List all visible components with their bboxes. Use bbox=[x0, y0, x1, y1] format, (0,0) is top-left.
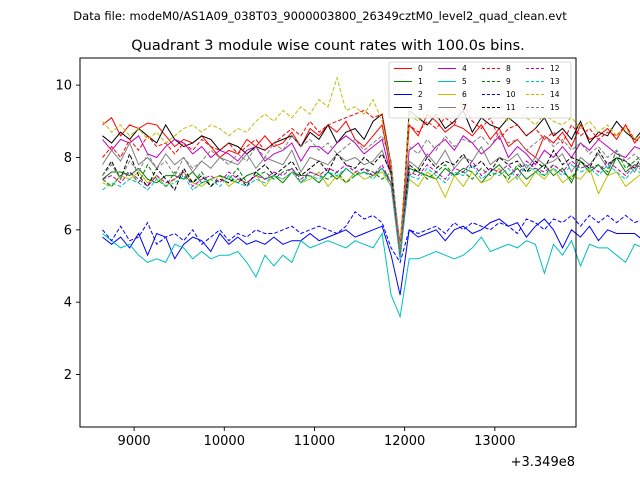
series-line-13 bbox=[102, 163, 640, 259]
x-tick-label: 9000 bbox=[118, 434, 151, 449]
series-line-7 bbox=[102, 141, 640, 252]
legend-label-7: 7 bbox=[462, 103, 467, 112]
legend-label-0: 0 bbox=[418, 64, 423, 73]
y-tick-label: 10 bbox=[55, 79, 72, 94]
legend-label-13: 13 bbox=[550, 77, 560, 86]
x-axis: 9000 10000 11000 12000 13000 bbox=[118, 427, 516, 449]
legend-label-5: 5 bbox=[462, 77, 467, 86]
legend-label-15: 15 bbox=[550, 103, 560, 112]
legend-label-2: 2 bbox=[418, 90, 423, 99]
legend-label-8: 8 bbox=[506, 64, 511, 73]
y-tick-label: 8 bbox=[64, 151, 72, 166]
x-offset-label: +3.349e8 bbox=[511, 455, 575, 470]
y-axis: 2 4 6 8 10 bbox=[55, 79, 80, 383]
legend-label-11: 11 bbox=[506, 103, 516, 112]
plot-frame bbox=[79, 57, 577, 428]
series-layer bbox=[102, 76, 640, 319]
chart-title: Quadrant 3 module wise count rates with … bbox=[131, 38, 525, 54]
y-tick-label: 2 bbox=[64, 368, 72, 383]
x-tick-label: 13000 bbox=[474, 434, 515, 449]
x-tick-label: 11000 bbox=[294, 434, 335, 449]
figure-suptitle: Data file: modeM0/AS1A09_038T03_90000038… bbox=[73, 9, 567, 23]
y-tick-label: 6 bbox=[64, 223, 72, 238]
legend-frame bbox=[388, 61, 572, 119]
x-tick-label: 10000 bbox=[204, 434, 245, 449]
series-line-10 bbox=[102, 211, 640, 264]
legend-label-10: 10 bbox=[506, 90, 516, 99]
series-line-15 bbox=[102, 131, 640, 252]
legend-label-12: 12 bbox=[550, 64, 560, 73]
legend-label-14: 14 bbox=[550, 90, 560, 99]
legend-label-3: 3 bbox=[418, 103, 423, 112]
plot-area bbox=[80, 58, 576, 427]
series-line-9 bbox=[102, 149, 640, 252]
y-tick-label: 4 bbox=[64, 296, 72, 311]
x-tick-label: 12000 bbox=[384, 434, 425, 449]
series-line-5 bbox=[102, 232, 640, 319]
legend-label-1: 1 bbox=[418, 77, 423, 86]
legend-label-4: 4 bbox=[462, 64, 467, 73]
legend-label-9: 9 bbox=[506, 77, 511, 86]
series-line-8 bbox=[102, 101, 640, 252]
legend-label-6: 6 bbox=[462, 90, 467, 99]
